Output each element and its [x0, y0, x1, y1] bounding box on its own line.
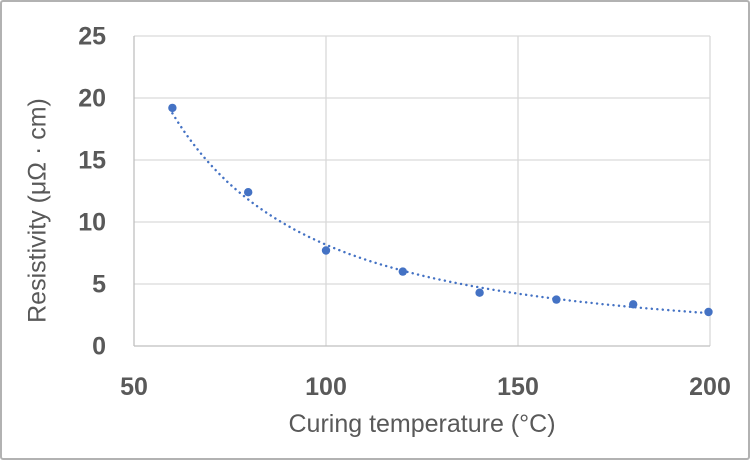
svg-text:200: 200	[689, 373, 731, 401]
svg-text:100: 100	[305, 373, 347, 401]
svg-text:5: 5	[92, 271, 106, 299]
svg-text:0: 0	[92, 333, 106, 361]
svg-text:Resistivity (μΩ · cm): Resistivity (μΩ · cm)	[24, 98, 52, 323]
svg-text:15: 15	[78, 147, 106, 175]
svg-text:Curing temperature (°C): Curing temperature (°C)	[288, 410, 555, 438]
svg-text:50: 50	[120, 373, 148, 401]
svg-text:25: 25	[78, 23, 106, 51]
svg-text:20: 20	[78, 85, 106, 113]
svg-text:150: 150	[497, 373, 539, 401]
svg-text:10: 10	[78, 209, 106, 237]
